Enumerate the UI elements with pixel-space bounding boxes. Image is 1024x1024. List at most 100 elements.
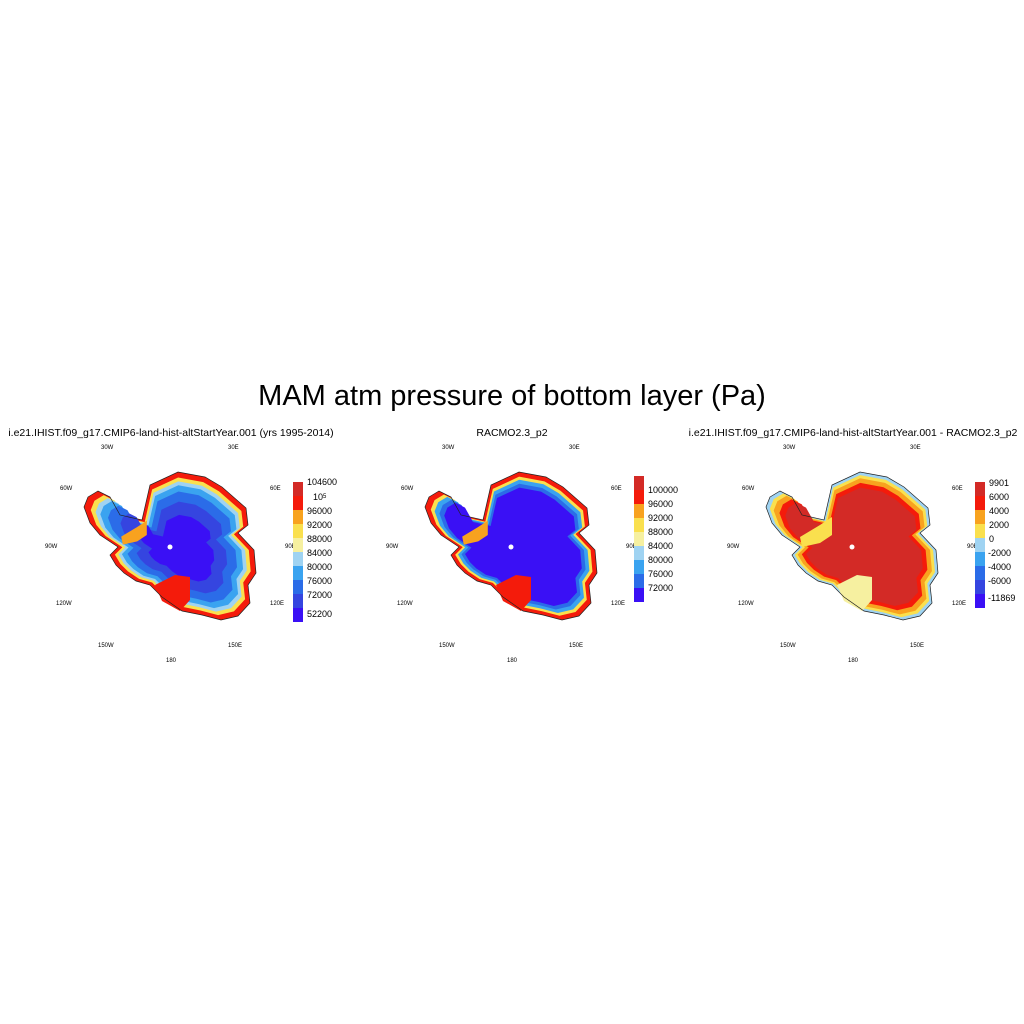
peninsula-region <box>462 520 488 545</box>
lon-label-60w: 60W <box>60 486 73 492</box>
lon-label-150e: 150E <box>569 643 584 649</box>
lon-label-60w: 60W <box>742 486 755 492</box>
lon-label-120e: 120E <box>952 601 967 607</box>
pole-marker <box>167 544 173 550</box>
lon-label-150w: 150W <box>780 643 796 649</box>
colorbar-label: 2000 <box>989 520 1010 530</box>
lon-label-30e: 30E <box>910 445 921 451</box>
lon-label-90w: 90W <box>45 544 58 550</box>
colorbar-swatch <box>634 518 644 532</box>
lon-label-180: 180 <box>507 658 518 664</box>
colorbar-label: -6000 <box>988 576 1012 586</box>
lon-label-120e: 120E <box>611 601 626 607</box>
colorbar-label: 88000 <box>307 534 333 544</box>
colorbar-label: 96000 <box>307 506 333 516</box>
coastline <box>424 471 598 621</box>
coastline <box>765 471 939 621</box>
peninsula-region <box>800 517 832 547</box>
colorbar-swatch <box>293 566 303 580</box>
lon-label-120w: 120W <box>738 601 754 607</box>
colorbar-label: -4000 <box>988 562 1012 572</box>
lon-label-30w: 30W <box>783 445 796 451</box>
panel-title: i.e21.IHIST.f09_g17.CMIP6-land-hist-altS… <box>8 427 334 439</box>
colorbar-label: 72000 <box>307 590 333 600</box>
colorbar-label: 84000 <box>307 548 333 558</box>
colorbar-label: 92000 <box>307 520 333 530</box>
ice-shelf-region <box>496 575 531 611</box>
colorbar-label: 88000 <box>648 527 674 537</box>
colorbar-swatch <box>293 482 303 496</box>
lon-label-150e: 150E <box>228 643 243 649</box>
figure-title: MAM atm pressure of bottom layer (Pa) <box>258 380 766 412</box>
lon-label-150e: 150E <box>910 643 925 649</box>
colorbar-swatch <box>975 580 985 594</box>
colorbar-swatch <box>634 504 644 518</box>
colorbar-swatch <box>634 490 644 504</box>
colorbar-swatch <box>975 566 985 580</box>
colorbar-swatch <box>634 476 644 490</box>
lon-label-150w: 150W <box>98 643 114 649</box>
lon-label-180: 180 <box>848 658 859 664</box>
colorbar-label: 84000 <box>648 541 674 551</box>
lon-label-180: 180 <box>166 658 177 664</box>
colorbar-label: 72000 <box>648 583 674 593</box>
colorbar-label: 0 <box>989 534 995 544</box>
colorbar-swatch <box>293 552 303 566</box>
lon-label-150w: 150W <box>439 643 455 649</box>
colorbar-swatch <box>293 608 303 622</box>
colorbar-swatch <box>293 594 303 608</box>
lon-label-90e: 90E <box>626 544 637 550</box>
colorbar-swatch <box>293 538 303 552</box>
lon-label-30e: 30E <box>569 445 580 451</box>
lon-label-90e: 90E <box>967 544 978 550</box>
colorbar-label: 92000 <box>648 513 674 523</box>
antarctica-map <box>83 471 257 621</box>
colorbar-swatch <box>975 524 985 538</box>
colorbar-label: 9901 <box>989 478 1010 488</box>
antarctica-map <box>765 471 939 621</box>
antarctica-map <box>424 471 598 621</box>
lon-label-30w: 30W <box>101 445 114 451</box>
lon-label-60w: 60W <box>401 486 414 492</box>
lon-label-90e: 90E <box>285 544 296 550</box>
colorbar-label: 76000 <box>307 576 333 586</box>
lon-label-90w: 90W <box>386 544 399 550</box>
colorbar-swatch <box>293 510 303 524</box>
map-panel-racmo: RACMO2.3_p2 30W 30E 60W 60E 90W 90E 120W… <box>341 425 683 675</box>
lon-label-30e: 30E <box>228 445 239 451</box>
colorbar-label: -11869 <box>988 593 1016 603</box>
lon-label-90w: 90W <box>727 544 740 550</box>
colorbar-swatch <box>293 580 303 594</box>
lon-label-30w: 30W <box>442 445 455 451</box>
colorbar-swatch <box>975 552 985 566</box>
panel-title: RACMO2.3_p2 <box>476 427 548 439</box>
colorbar-label: 100000 <box>648 485 679 495</box>
lon-label-120e: 120E <box>270 601 285 607</box>
colorbar-label: 105 <box>313 492 327 502</box>
colorbar-swatch <box>634 574 644 588</box>
map-panel-model: i.e21.IHIST.f09_g17.CMIP6-land-hist-altS… <box>0 425 342 675</box>
colorbar-label: 80000 <box>307 562 333 572</box>
colorbar-label: -2000 <box>988 548 1012 558</box>
colorbar-label: 52200 <box>307 609 333 619</box>
colorbar-swatch <box>975 594 985 608</box>
colorbar-label: 104600 <box>307 477 338 487</box>
colorbar-swatch <box>975 538 985 552</box>
colorbar-swatch <box>293 496 303 510</box>
lon-label-60e: 60E <box>611 486 622 492</box>
colorbar-swatch <box>634 588 644 602</box>
colorbar-label: 4000 <box>989 506 1010 516</box>
colorbar-swatch <box>634 532 644 546</box>
colorbar-swatch <box>975 482 985 496</box>
coastline <box>83 471 257 621</box>
lon-label-120w: 120W <box>397 601 413 607</box>
colorbar-swatch <box>975 510 985 524</box>
colorbar-swatch <box>634 560 644 574</box>
peninsula-region <box>121 520 147 545</box>
panel-title: i.e21.IHIST.f09_g17.CMIP6-land-hist-altS… <box>688 427 1018 439</box>
ice-shelf-region <box>155 575 190 611</box>
colorbar-swatch <box>975 496 985 510</box>
lon-label-60e: 60E <box>270 486 281 492</box>
map-panel-difference: i.e21.IHIST.f09_g17.CMIP6-land-hist-altS… <box>682 425 1024 675</box>
colorbar-label: 80000 <box>648 555 674 565</box>
